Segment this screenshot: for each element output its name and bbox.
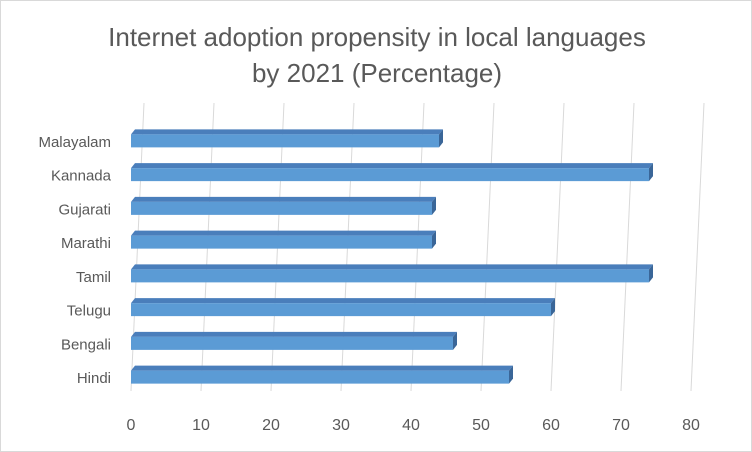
bar-front-face	[131, 201, 432, 215]
x-tick-label: 40	[402, 417, 420, 434]
bar-front-face	[131, 235, 432, 249]
bar-top-face	[131, 196, 436, 202]
gridline	[550, 102, 565, 392]
bar-top-face	[131, 163, 653, 169]
gridline	[620, 102, 635, 392]
bar-end-face	[432, 230, 436, 249]
bar-hindi	[131, 365, 513, 384]
bar-top-face	[131, 331, 457, 337]
y-tick-label: Bengali	[61, 336, 111, 353]
y-tick-label: Hindi	[77, 370, 111, 387]
x-tick-label: 60	[542, 417, 560, 434]
bar-malayalam	[131, 129, 443, 148]
chart-title-line-2: by 2021 (Percentage)	[251, 58, 503, 88]
bar-top-face	[131, 264, 653, 270]
gridline	[690, 102, 705, 392]
chart-title-line-1: Internet adoption propensity in local la…	[108, 22, 646, 52]
bars	[131, 129, 653, 384]
bar-end-face	[509, 365, 513, 384]
bar-front-face	[131, 134, 439, 148]
y-tick-label: Kannada	[51, 168, 112, 185]
x-axis-ticks: 0 10 20 30 40 50 60 70 80	[127, 417, 700, 434]
bar-marathi	[131, 230, 436, 249]
y-tick-label: Tamil	[76, 269, 111, 286]
bar-end-face	[551, 298, 555, 317]
bar-top-face	[131, 129, 443, 135]
bar-tamil	[131, 264, 653, 283]
bar-front-face	[131, 269, 649, 283]
x-tick-label: 30	[332, 417, 350, 434]
y-tick-label: Malayalam	[38, 134, 111, 151]
x-tick-label: 50	[472, 417, 490, 434]
gridline	[480, 102, 495, 392]
bar-end-face	[649, 163, 653, 182]
y-tick-label: Telugu	[67, 303, 111, 320]
bar-front-face	[131, 303, 551, 317]
chart-title: Internet adoption propensity in local la…	[1, 19, 752, 91]
bar-end-face	[439, 129, 443, 148]
bar-front-face	[131, 336, 453, 350]
bar-telugu	[131, 298, 555, 317]
x-tick-label: 80	[682, 417, 700, 434]
bar-front-face	[131, 168, 649, 182]
x-tick-label: 10	[192, 417, 210, 434]
bar-kannada	[131, 163, 653, 182]
x-tick-label: 20	[262, 417, 280, 434]
x-tick-label: 0	[127, 417, 136, 434]
bar-bengali	[131, 331, 457, 350]
bar-top-face	[131, 365, 513, 371]
bar-end-face	[432, 196, 436, 215]
bar-top-face	[131, 298, 555, 304]
bar-gujarati	[131, 196, 436, 215]
x-tick-label: 70	[612, 417, 630, 434]
bar-front-face	[131, 370, 509, 384]
y-tick-label: Marathi	[61, 235, 111, 252]
bar-top-face	[131, 230, 436, 236]
bar-end-face	[453, 331, 457, 350]
bar-end-face	[649, 264, 653, 283]
y-tick-label: Gujarati	[58, 201, 111, 218]
y-axis-labels: Malayalam Kannada Gujarati Marathi Tamil Telu…	[38, 134, 111, 387]
